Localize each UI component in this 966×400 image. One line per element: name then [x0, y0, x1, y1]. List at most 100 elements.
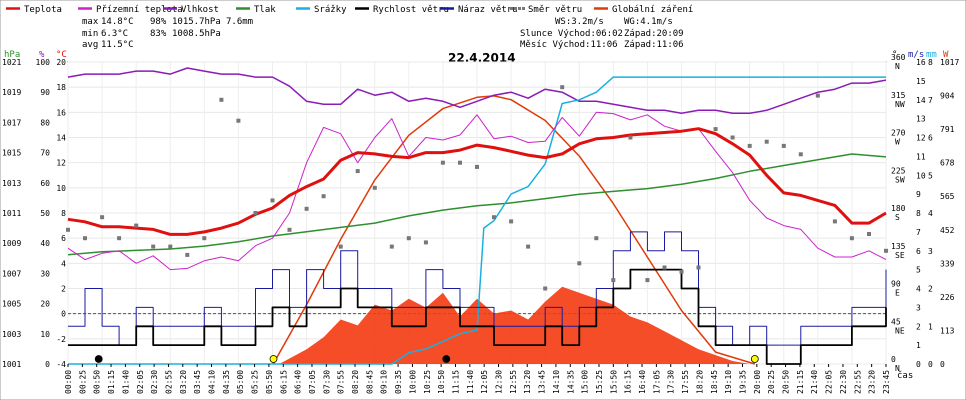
x-tick-label: 12:05: [480, 370, 489, 394]
legend-swatch: [510, 7, 513, 10]
x-tick-label: 08:20: [351, 370, 360, 394]
ms-tick: 11: [916, 152, 926, 161]
x-tick-label: 15:00: [581, 370, 590, 394]
pct-tick: 50: [40, 209, 50, 218]
x-tick-label: 17:30: [667, 370, 676, 394]
x-tick-label: 18:20: [695, 370, 704, 394]
wind-direction-point: [253, 211, 258, 215]
x-tick-label: 23:20: [868, 370, 877, 394]
pct-tick: 0: [45, 360, 50, 369]
x-tick-label: 02:30: [150, 370, 159, 394]
x-tick-label: 05:50: [265, 370, 274, 394]
wind-direction-point: [458, 160, 462, 165]
wind-direction-point: [492, 215, 496, 220]
dir-tick: SE: [895, 251, 905, 260]
x-tick-label: 16:15: [624, 370, 633, 394]
wind-direction-point: [440, 160, 445, 165]
legend-label: Směr větru: [528, 5, 582, 15]
series-line-vlhkost: [67, 67, 887, 115]
x-tick-label: 22:05: [825, 370, 834, 394]
wind-direction-point: [236, 118, 241, 123]
hpa-tick: 1017: [2, 118, 21, 127]
ms-tick: 4: [916, 285, 921, 294]
hpa-tick: 1021: [2, 58, 21, 67]
ms-tick: 7: [916, 228, 921, 237]
stat-avg-label: avg: [82, 40, 98, 50]
deg-tick: 315: [891, 91, 906, 100]
x-tick-label: 12:55: [509, 370, 518, 394]
wind-direction-point: [304, 206, 309, 211]
wind-direction-point: [832, 219, 837, 224]
x-tick-label: 12:30: [495, 370, 504, 394]
mm-tick: 1: [928, 322, 933, 331]
x-tick-label: 05:00: [236, 370, 245, 394]
moon-marker: [442, 355, 451, 363]
c-tick: 14: [56, 134, 66, 143]
c-tick: 4: [61, 259, 66, 268]
stats-block: max 14.8°C 98% 1015.7hPa 7.6mm min 6.3°C…: [82, 17, 253, 50]
wind-direction-point: [849, 236, 854, 241]
x-tick-label: 15:25: [595, 370, 604, 394]
pct-tick: 30: [40, 269, 50, 278]
c-tick: 18: [56, 83, 66, 92]
wind-direction-point: [730, 135, 735, 140]
wm-tick: 678: [940, 159, 955, 168]
x-tick-label: 01:15: [107, 370, 116, 394]
time-axis-label: čas: [897, 370, 913, 381]
x-tick-label: 20:50: [782, 370, 791, 394]
ms-tick: 2: [916, 322, 921, 331]
dir-tick: E: [895, 289, 900, 298]
plot-area: [66, 67, 888, 365]
hpa-tick: 1013: [2, 179, 21, 188]
wm-tick: 791: [940, 125, 955, 134]
pct-tick: 80: [40, 118, 50, 127]
x-tick-label: 19:35: [739, 370, 748, 394]
mm-tick: 6: [928, 134, 933, 143]
x-tick-label: 09:35: [394, 370, 403, 394]
axis-unit-labels: hPa % °C ° m/s mm W čas: [4, 50, 949, 381]
mm-tick: 8: [928, 58, 933, 67]
series-line-teplota: [67, 127, 887, 236]
ms-tick: 0: [916, 360, 921, 369]
wind-direction-point: [423, 240, 428, 245]
wind-direction-point: [185, 252, 190, 257]
legend-label: Srážky: [314, 5, 347, 15]
wind-direction-point: [679, 269, 684, 274]
wind-direction-point: [867, 232, 871, 236]
ms-tick: 1: [916, 341, 921, 350]
x-tick-label: 14:35: [566, 370, 575, 394]
hpa-tick: 1019: [2, 88, 21, 97]
x-tick-label: 13:45: [538, 370, 547, 394]
wm-tick: 339: [940, 259, 955, 268]
series-line-glob-ln-z-en-: [272, 95, 756, 365]
radiation-area: [279, 286, 750, 364]
x-tick-label: 00:25: [78, 370, 87, 394]
hpa-tick: 1005: [2, 300, 21, 309]
ms-tick: 12: [916, 134, 926, 143]
deg-tick: 180: [891, 204, 906, 213]
wind-direction-point: [645, 278, 650, 283]
pct-tick: 100: [36, 58, 51, 67]
x-tick-label: 18:45: [710, 370, 719, 394]
legend-label: Vlhkost: [181, 5, 219, 15]
legend-label: Náraz větru: [458, 5, 518, 15]
pct-tick: 70: [40, 149, 50, 158]
deg-tick: 45: [891, 317, 901, 326]
wind-direction-point: [577, 261, 582, 266]
x-tick-label: 08:45: [365, 370, 374, 394]
x-tick-label: 03:20: [179, 370, 188, 394]
wind-direction-point: [66, 227, 70, 232]
pct-tick: 20: [40, 300, 50, 309]
legend-label: Rychlost větru: [373, 5, 449, 15]
pct-axis-label: %: [39, 50, 45, 60]
x-tick-label: 10:00: [408, 370, 417, 394]
ms-axis-label: m/s: [908, 50, 924, 60]
x-tick-label: 09:10: [380, 370, 389, 394]
x-tick-label: 05:25: [251, 370, 260, 394]
ms-tick: 16: [916, 58, 926, 67]
x-tick-label: 00:00: [64, 370, 73, 394]
wind-direction-point: [100, 215, 105, 220]
x-axis-ticks: 00:00 00:25 00:50 01:15 01:40 02:05 02:30 02:55…: [64, 364, 891, 394]
ms-tick: 6: [916, 247, 921, 256]
